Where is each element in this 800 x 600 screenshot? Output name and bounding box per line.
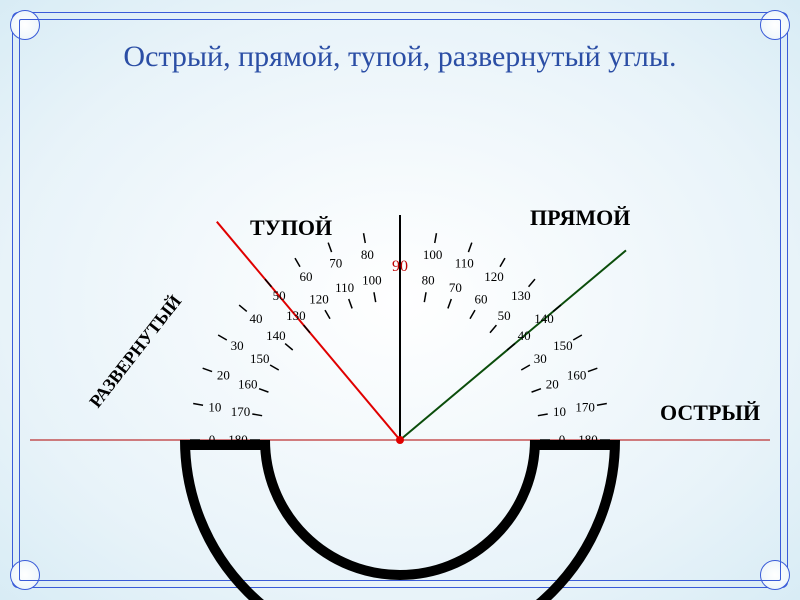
outer-tick — [573, 335, 582, 340]
outer-scale-number: 150 — [553, 338, 573, 353]
label-acute: ОСТРЫЙ — [660, 400, 760, 425]
inner-scale-number: 10 — [553, 404, 566, 419]
corner-ornament — [10, 10, 40, 40]
inner-scale-number: 120 — [309, 292, 329, 307]
inner-tick — [349, 299, 352, 308]
inner-tick — [448, 299, 451, 308]
inner-tick — [374, 292, 376, 302]
outer-scale-number: 70 — [329, 255, 342, 270]
outer-tick — [468, 243, 471, 252]
inner-scale-number: 100 — [362, 272, 382, 287]
inner-tick — [325, 310, 330, 319]
inner-tick — [470, 310, 475, 319]
inner-scale-number: 110 — [335, 280, 354, 295]
outer-tick — [364, 233, 366, 243]
inner-scale-number: 140 — [266, 328, 286, 343]
outer-scale-number: 60 — [300, 269, 313, 284]
inner-scale-number: 30 — [534, 351, 547, 366]
outer-tick — [193, 404, 203, 406]
inner-scale-number: 80 — [422, 272, 435, 287]
inner-tick — [521, 365, 530, 370]
inner-tick — [304, 325, 310, 333]
outer-scale-number: 160 — [567, 368, 587, 383]
outer-tick — [239, 305, 247, 311]
outer-scale-number: 110 — [455, 255, 474, 270]
outer-scale-number: 140 — [534, 311, 554, 326]
inner-scale-number: 160 — [238, 377, 257, 392]
inner-scale-number: 70 — [449, 280, 462, 295]
outer-tick — [218, 335, 227, 340]
pivot-dot — [396, 436, 404, 444]
label-straight: РАЗВЕРНУТЫЙ — [85, 291, 186, 412]
outer-scale-number: 100 — [423, 247, 443, 262]
inner-tick — [270, 365, 279, 370]
protractor-svg: 0180101702016030150401405013060120701108… — [50, 150, 750, 550]
inner-tick — [532, 389, 541, 392]
outer-tick — [435, 233, 437, 243]
outer-scale-number: 80 — [361, 247, 374, 262]
outer-scale-number: 30 — [231, 338, 244, 353]
inner-scale-number: 20 — [546, 377, 559, 392]
inner-scale-number: 50 — [498, 308, 511, 323]
inner-tick — [252, 414, 262, 416]
corner-ornament — [760, 10, 790, 40]
protractor-stage: 0180101702016030150401405013060120701108… — [50, 150, 750, 550]
outer-tick — [295, 258, 300, 267]
outer-scale-number: 130 — [511, 288, 531, 303]
outer-tick — [597, 404, 607, 406]
outer-scale-number: 10 — [208, 399, 221, 414]
inner-scale-number: 0 — [559, 432, 566, 447]
label-obtuse: ТУПОЙ — [250, 215, 332, 240]
inner-scale-number: 150 — [250, 351, 270, 366]
inner-tick — [538, 414, 548, 416]
corner-ornament — [10, 560, 40, 590]
outer-scale-number: 0 — [209, 432, 216, 447]
inner-tick — [285, 344, 293, 350]
corner-ornament — [760, 560, 790, 590]
outer-scale-number: 180 — [578, 432, 598, 447]
outer-scale-number: 170 — [575, 399, 595, 414]
outer-tick — [553, 305, 561, 311]
outer-tick — [500, 258, 505, 267]
inner-tick — [507, 344, 515, 350]
page-title: Острый, прямой, тупой, развернутый углы. — [0, 40, 800, 74]
inner-scale-number: 130 — [286, 308, 306, 323]
label-right: ПРЯМОЙ — [530, 205, 630, 230]
inner-scale-number: 40 — [518, 328, 531, 343]
inner-tick — [259, 389, 268, 392]
outer-scale-number: 40 — [249, 311, 262, 326]
ninety-label: 90 — [392, 258, 408, 275]
outer-scale-number: 50 — [273, 288, 286, 303]
outer-tick — [265, 279, 271, 287]
outer-tick — [203, 368, 212, 371]
inner-tick — [424, 292, 426, 302]
outer-scale-number: 20 — [217, 368, 230, 383]
outer-tick — [328, 243, 331, 252]
inner-tick — [490, 325, 496, 333]
inner-scale-number: 180 — [228, 432, 248, 447]
outer-tick — [529, 279, 535, 287]
inner-scale-number: 60 — [475, 292, 488, 307]
inner-scale-number: 170 — [231, 404, 251, 419]
outer-tick — [588, 368, 597, 371]
outer-scale-number: 120 — [484, 269, 504, 284]
